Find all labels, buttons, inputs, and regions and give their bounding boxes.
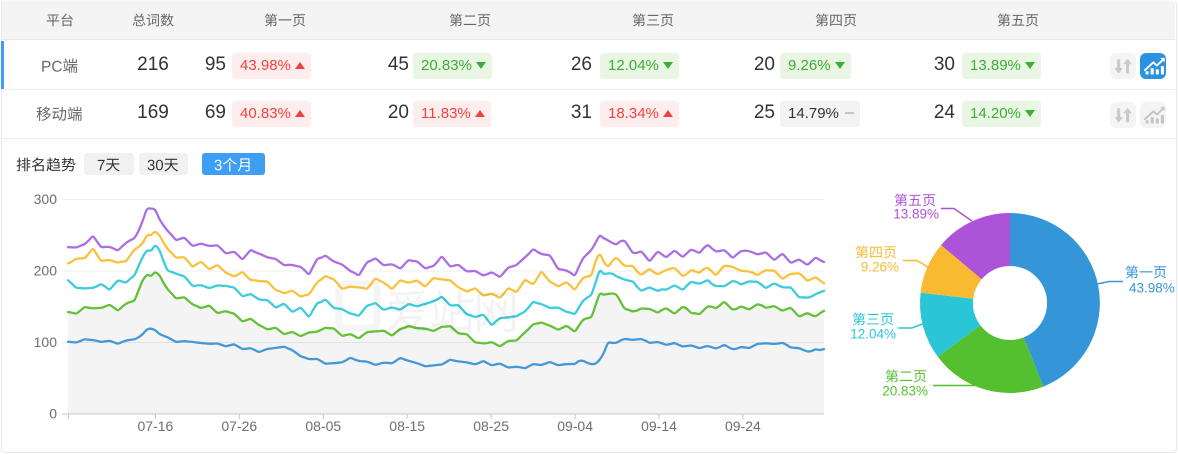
- svg-text:09-24: 09-24: [725, 418, 761, 434]
- svg-text:200: 200: [34, 263, 58, 279]
- svg-text:43.98%: 43.98%: [1129, 281, 1175, 296]
- svg-text:07-16: 07-16: [137, 418, 173, 434]
- svg-text:13.89%: 13.89%: [893, 207, 939, 222]
- svg-text:12.04%: 12.04%: [850, 327, 896, 342]
- svg-text:07-26: 07-26: [221, 418, 257, 434]
- svg-text:0: 0: [49, 406, 57, 422]
- svg-text:09-04: 09-04: [557, 418, 593, 434]
- svg-text:20.83%: 20.83%: [882, 384, 928, 399]
- svg-text:08-25: 08-25: [473, 418, 509, 434]
- svg-text:09-14: 09-14: [641, 418, 677, 434]
- svg-text:9.26%: 9.26%: [861, 260, 899, 275]
- svg-text:08-05: 08-05: [305, 418, 341, 434]
- svg-text:08-15: 08-15: [389, 418, 425, 434]
- svg-text:300: 300: [34, 191, 58, 207]
- svg-text:100: 100: [34, 334, 58, 350]
